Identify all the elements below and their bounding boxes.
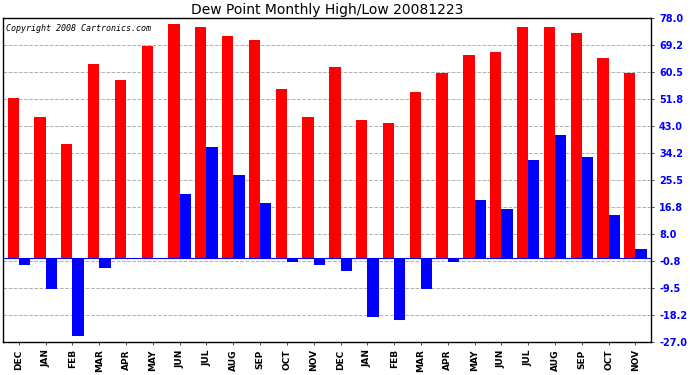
Bar [367, 258, 379, 317]
Bar [383, 123, 394, 258]
Bar [448, 258, 459, 261]
Bar [141, 46, 153, 258]
Bar [341, 258, 352, 271]
Bar [260, 203, 271, 258]
Bar [99, 258, 110, 268]
Bar [8, 98, 19, 258]
Bar [314, 258, 325, 265]
Bar [168, 24, 179, 258]
Bar [34, 117, 46, 258]
Bar [528, 160, 540, 258]
Bar [463, 55, 475, 258]
Bar [19, 258, 30, 265]
Bar [475, 200, 486, 258]
Bar [502, 209, 513, 258]
Bar [233, 175, 244, 258]
Bar [249, 39, 260, 258]
Bar [394, 258, 406, 320]
Bar [544, 27, 555, 258]
Bar [72, 258, 83, 336]
Bar [222, 36, 233, 258]
Bar [115, 80, 126, 258]
Bar [490, 52, 502, 258]
Title: Dew Point Monthly High/Low 20081223: Dew Point Monthly High/Low 20081223 [191, 3, 463, 17]
Bar [275, 89, 287, 258]
Bar [329, 67, 341, 258]
Bar [302, 117, 314, 258]
Bar [571, 33, 582, 258]
Bar [195, 27, 206, 258]
Bar [421, 258, 432, 289]
Bar [598, 58, 609, 258]
Bar [356, 120, 367, 258]
Bar [437, 74, 448, 258]
Bar [517, 27, 528, 258]
Bar [287, 258, 298, 261]
Bar [555, 135, 566, 258]
Bar [635, 249, 647, 258]
Bar [410, 92, 421, 258]
Bar [46, 258, 57, 289]
Bar [179, 194, 191, 258]
Bar [609, 215, 620, 258]
Bar [88, 64, 99, 258]
Bar [624, 74, 635, 258]
Bar [206, 147, 218, 258]
Bar [61, 144, 72, 258]
Bar [582, 157, 593, 258]
Text: Copyright 2008 Cartronics.com: Copyright 2008 Cartronics.com [6, 24, 151, 33]
